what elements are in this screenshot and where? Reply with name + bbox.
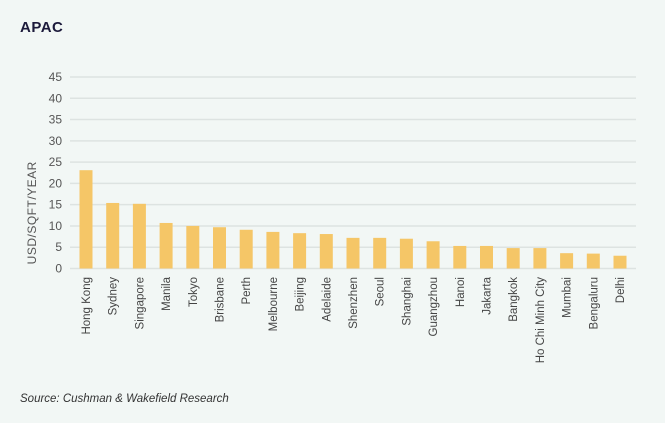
bar-melbourne [266,231,280,269]
y-tick-label: 15 [49,198,63,212]
x-tick-label: Adelaide [321,277,333,322]
y-tick-label: 35 [49,113,63,127]
bar-delhi [613,255,627,269]
bar-jakarta [480,245,493,269]
y-tick-label: 20 [49,176,63,190]
y-tick-label: 0 [55,262,62,276]
x-tick-label: Hanoi [455,277,467,307]
bar-seoul [373,237,387,269]
x-tick-label: Melbourne [268,277,280,331]
x-tick-label: Shenzhen [348,277,360,329]
x-tick-label: Bengaluru [588,277,600,329]
x-tick-label: Shanghai [401,277,413,326]
x-tick-label: Jakarta [482,276,494,314]
bar-shanghai [399,238,413,269]
x-tick-label: Singapore [134,277,146,329]
bar-brisbane [213,227,226,269]
x-tick-label: Beijing [295,277,307,312]
x-tick-label: Mumbai [562,277,574,318]
chart-title: APAC [20,19,64,36]
bar-beijing [293,233,307,269]
x-tick-label: Ho Chi Minh City [535,277,547,364]
x-tick-label: Hong Kong [81,277,93,335]
y-tick-label: 30 [49,134,63,148]
bar-hanoi [453,245,467,269]
x-tick-label: Sydney [108,277,120,316]
bar-perth [239,229,253,269]
y-tick-label: 40 [49,91,63,105]
bar-tokyo [186,225,200,269]
bar-bengaluru [586,253,600,269]
y-tick-label: 25 [49,155,63,169]
y-tick-label: 10 [49,219,63,233]
bar-shenzhen [346,237,360,269]
x-tick-label: Tokyo [188,277,200,307]
bar-manila [159,222,173,269]
x-tick-label: Perth [241,277,253,305]
bar-mumbai [560,253,574,269]
bar-hong-kong [79,170,93,269]
bar-bangkok [506,248,520,269]
source-note: Source: Cushman & Wakefield Research [20,393,229,405]
x-tick-label: Manila [161,276,173,310]
bar-adelaide [319,234,333,269]
bar-singapore [132,203,146,269]
bar-ho-chi-minh-city [533,248,547,269]
x-tick-label: Guangzhou [428,277,440,336]
y-tick-label: 45 [49,70,63,84]
x-tick-label: Seoul [375,277,387,306]
y-tick-label: 5 [55,240,62,254]
x-tick-label: Brisbane [215,277,227,322]
x-tick-label: Delhi [615,277,627,303]
x-tick-label: Bangkok [508,277,520,322]
y-axis-label: USD/SQFT/YEAR [25,161,39,264]
bar-guangzhou [426,241,440,269]
bar-sydney [106,202,120,269]
